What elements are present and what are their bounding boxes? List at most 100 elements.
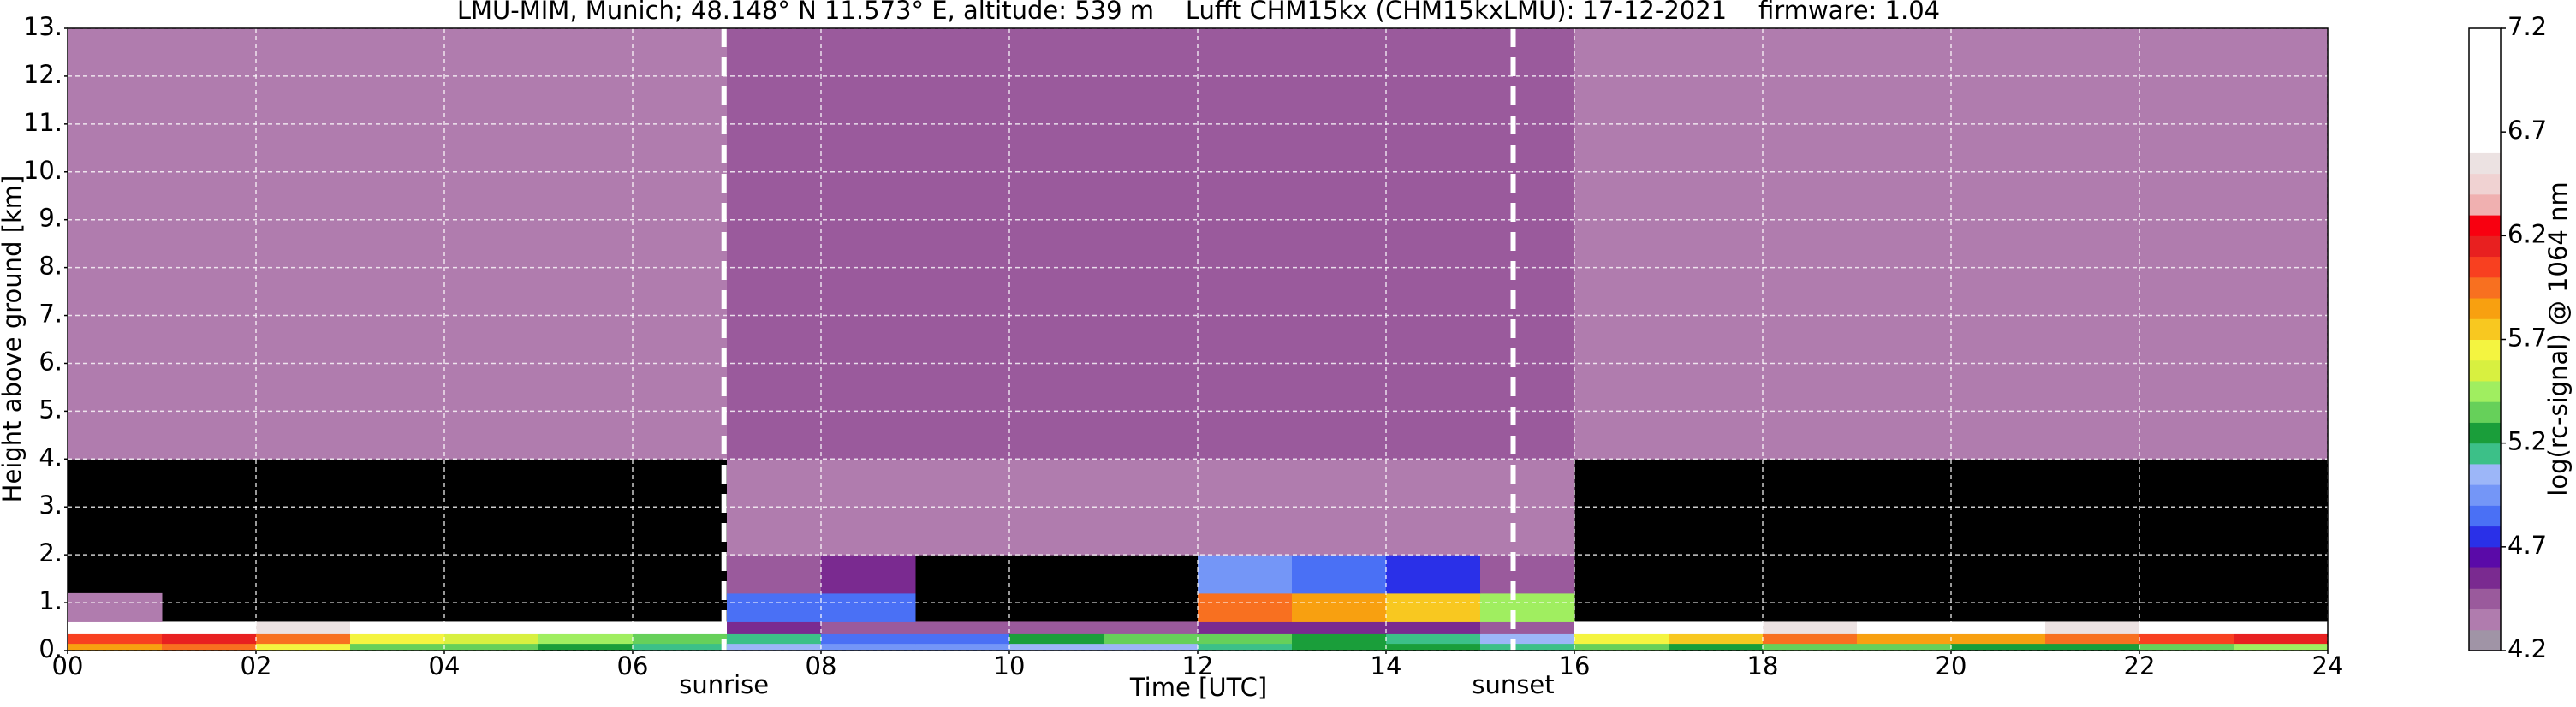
y-tick-label: 5.: [39, 395, 62, 424]
x-tick-label: 08: [806, 651, 837, 680]
x-tick-label: 12: [1182, 651, 1214, 680]
heatmap-cell: [1480, 555, 1575, 594]
heatmap-cell: [68, 28, 163, 269]
heatmap-cell: [1009, 643, 1104, 651]
heatmap-cell: [1292, 621, 1387, 634]
colorbar-segment: [2469, 463, 2501, 485]
heatmap-cell: [68, 643, 163, 651]
colorbar-segment: [2469, 235, 2501, 258]
colorbar-segment: [2469, 90, 2501, 112]
heatmap-cell: [162, 28, 257, 269]
heatmap-cell: [1198, 459, 1293, 556]
heatmap-cell: [1009, 621, 1104, 634]
heatmap-cell: [915, 633, 1010, 645]
heatmap-cell: [68, 621, 163, 634]
y-tick-label: 13.: [23, 12, 62, 41]
heatmap-cell: [1857, 643, 1952, 651]
heatmap-cell: [1951, 621, 2046, 634]
heatmap-cell: [1763, 633, 1858, 645]
heatmap-cell: [1574, 621, 1669, 634]
heatmap-cell: [1763, 28, 1858, 269]
heatmap-cell: [1480, 592, 1575, 622]
heatmap-cell: [538, 28, 634, 269]
heatmap-cell: [1198, 28, 1293, 269]
x-tick-label: 22: [2124, 651, 2156, 680]
heatmap-cell: [2139, 633, 2234, 645]
heatmap-cell: [1669, 28, 1764, 269]
heatmap-cell: [538, 621, 634, 634]
x-tick-label: 14: [1371, 651, 1402, 680]
colorbar-segment: [2469, 422, 2501, 444]
heatmap-cell: [68, 633, 163, 645]
y-tick-label: 6.: [39, 347, 62, 376]
colorbar-segment: [2469, 629, 2501, 651]
x-tick-label: 24: [2312, 651, 2344, 680]
heatmap-cell: [1951, 633, 2046, 645]
heatmap-cell: [1198, 633, 1293, 645]
heatmap-cell: [2045, 633, 2140, 645]
heatmap-cell: [350, 633, 445, 645]
colorbar-segment: [2469, 276, 2501, 299]
heatmap-cell: [821, 643, 916, 651]
colorbar-tick-label: 4.2: [2508, 634, 2547, 663]
heatmap-cell: [538, 643, 634, 651]
heatmap-cell: [1386, 633, 1481, 645]
heatmap-cell: [1951, 28, 2046, 269]
heatmap-cell: [444, 621, 539, 634]
y-tick-label: 2.: [39, 538, 62, 567]
colorbar-segment: [2469, 505, 2501, 527]
colorbar-tick-label: 7.2: [2508, 12, 2547, 41]
heatmap-cell: [256, 643, 351, 651]
heatmap-cell: [1386, 621, 1481, 634]
colorbar-segment: [2469, 28, 2501, 50]
colorbar-segment: [2469, 49, 2501, 70]
y-tick-label: 3.: [39, 490, 62, 520]
heatmap-cell: [162, 621, 257, 634]
event-label: sunrise: [679, 670, 769, 699]
heatmap-cell: [1104, 643, 1199, 651]
plot-frame: [67, 27, 2329, 651]
x-axis-label: Time [UTC]: [1129, 673, 1267, 702]
heatmap-cell: [1292, 555, 1387, 594]
y-axis-label: Height above ground [km]: [0, 175, 27, 503]
heatmap-cell: [256, 28, 351, 269]
heatmap-cell: [538, 633, 634, 645]
heatmap-cell: [2045, 621, 2140, 634]
heatmap-cell: [1198, 643, 1293, 651]
heatmap-cell: [915, 621, 1010, 634]
heatmap-cell: [727, 643, 822, 651]
heatmap-cell: [2234, 643, 2329, 651]
heatmap-cell: [2234, 28, 2329, 269]
heatmap-cell: [1104, 633, 1199, 645]
heatmap-cell: [1480, 633, 1575, 645]
heatmap-cell: [1198, 621, 1293, 634]
colorbar-segment: [2469, 546, 2501, 568]
heatmap-cell: [727, 459, 822, 556]
colorbar-tick-label: 6.7: [2508, 116, 2547, 145]
heatmap-cell: [1292, 643, 1387, 651]
heatmap-cell: [821, 28, 916, 269]
heatmap-cell: [727, 28, 822, 269]
heatmap-cell: [727, 267, 822, 460]
colorbar-segment: [2469, 359, 2501, 382]
heatmap-cell: [727, 555, 822, 594]
heatmap-cell: [2234, 621, 2329, 634]
colorbar-segment: [2469, 215, 2501, 236]
colorbar-segment: [2469, 588, 2501, 610]
heatmap-cell: [350, 267, 445, 460]
heatmap-cell: [915, 643, 1010, 651]
heatmap-cell: [2045, 28, 2140, 269]
heatmap-cell: [1574, 28, 1669, 269]
heatmap-cell: [1763, 643, 1858, 651]
heatmap-cell: [633, 633, 728, 645]
heatmap-cell: [633, 643, 728, 651]
heatmap-cell: [2139, 28, 2234, 269]
heatmap-cell: [1198, 555, 1293, 594]
heatmap-cell: [1857, 633, 1952, 645]
y-tick-label: 10.: [23, 156, 62, 185]
y-tick-label: 8.: [39, 252, 62, 281]
heatmap-cell: [821, 621, 916, 634]
heatmap-cell: [1574, 267, 1669, 460]
x-tick-label: 02: [241, 651, 272, 680]
colorbar-segment: [2469, 132, 2501, 153]
